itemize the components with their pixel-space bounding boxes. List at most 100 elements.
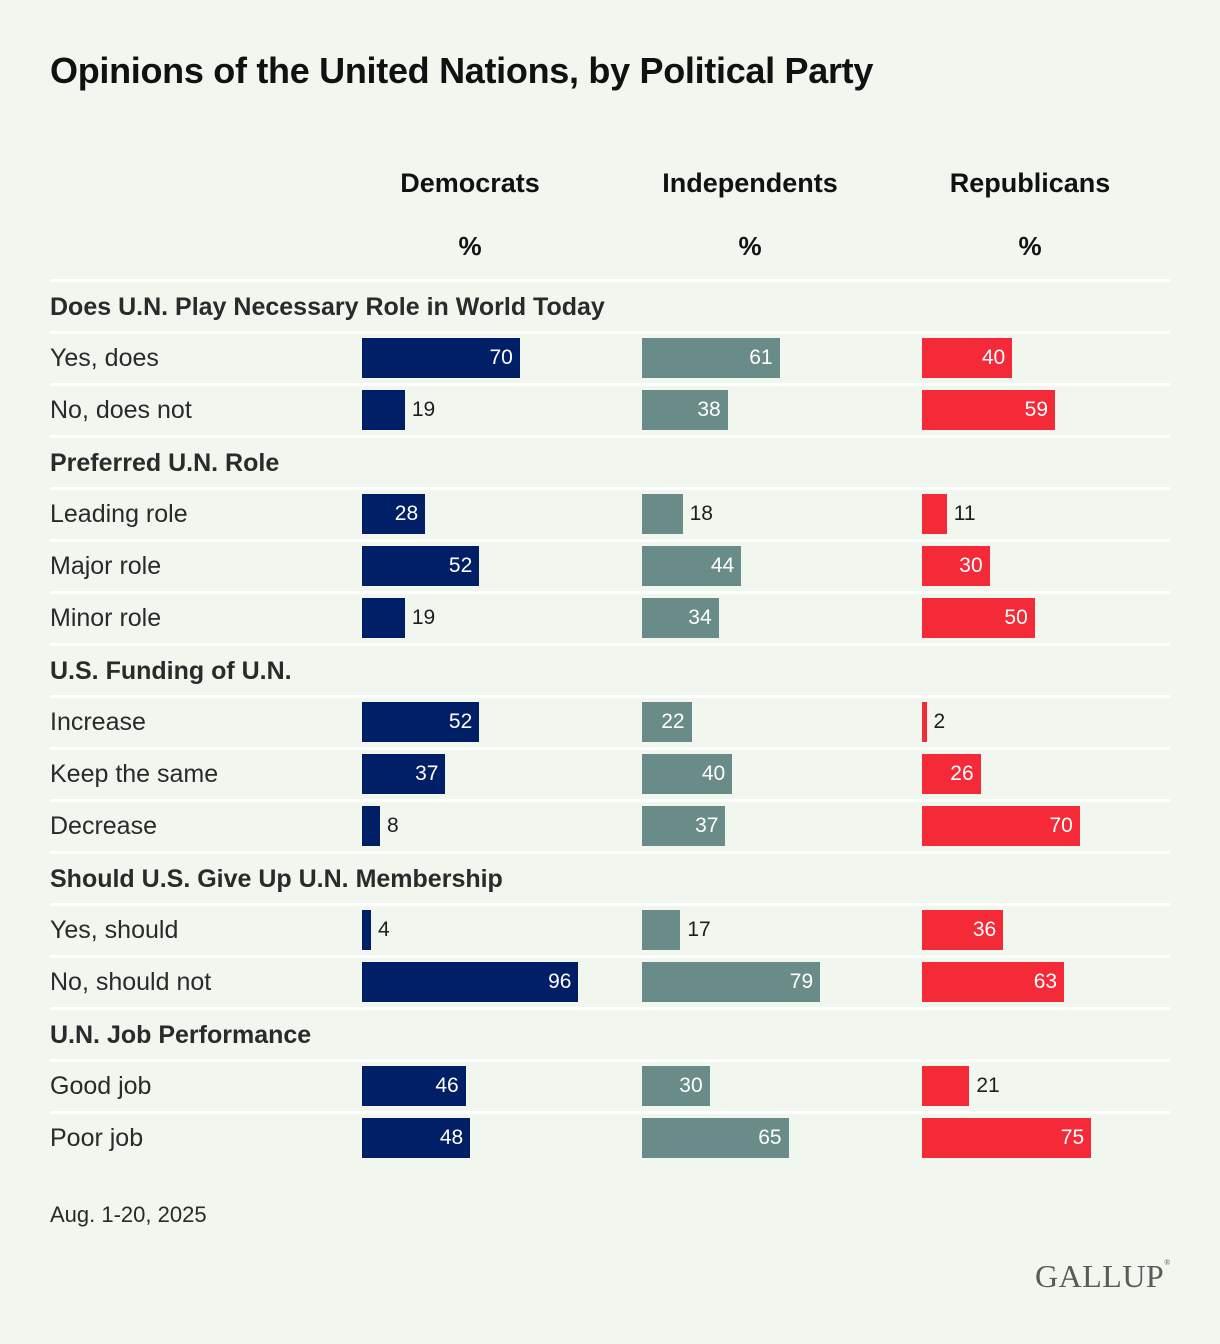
- bar-independents: [642, 1118, 789, 1158]
- section-title: U.S. Funding of U.N.: [50, 657, 292, 685]
- data-label: 26: [950, 762, 974, 785]
- row-label: Minor role: [50, 604, 162, 632]
- data-label: 2: [933, 710, 946, 733]
- row-label: Yes, does: [50, 344, 159, 372]
- bar-republicans: [922, 962, 1065, 1002]
- bar-republicans: [922, 910, 1004, 950]
- data-label: 28: [394, 502, 419, 525]
- data-label: 63: [1033, 970, 1058, 993]
- data-label: 4: [378, 918, 390, 941]
- table-row: Keep the same 37 40 26: [50, 747, 1170, 799]
- row-label: Increase: [50, 708, 146, 736]
- unit-label-republicans: %: [1018, 231, 1042, 261]
- row-label: Good job: [50, 1072, 152, 1100]
- section-header-row: Does U.N. Play Necessary Role in World T…: [50, 279, 1170, 331]
- gallup-logo-text: GALLUP: [1035, 1258, 1165, 1294]
- data-label: 30: [959, 554, 983, 577]
- row-label: No, does not: [50, 396, 192, 424]
- data-label: 22: [661, 710, 685, 733]
- data-label: 52: [448, 710, 473, 733]
- bar-democrats: [362, 338, 520, 378]
- column-header-independents: Independents: [662, 168, 838, 198]
- data-label: 38: [697, 398, 721, 421]
- row-label: Keep the same: [50, 760, 219, 788]
- section-header-row: U.N. Job Performance: [50, 1007, 1170, 1059]
- data-label: 70: [1049, 814, 1073, 837]
- bar-republicans: [922, 754, 981, 794]
- section-title: Should U.S. Give Up U.N. Membership: [50, 865, 503, 893]
- section-header-row: U.S. Funding of U.N.: [50, 643, 1170, 695]
- table-row: Minor role 19 34 50: [50, 591, 1170, 643]
- data-label: 11: [953, 502, 976, 525]
- chart-title: Opinions of the United Nations, by Polit…: [50, 50, 874, 91]
- table-row: Decrease 8 37 70: [50, 799, 1170, 851]
- bar-democrats: [362, 546, 480, 586]
- bar-democrats: [362, 806, 381, 846]
- section-header-row: Preferred U.N. Role: [50, 435, 1170, 487]
- data-label: 65: [758, 1126, 782, 1149]
- bar-democrats: [362, 390, 405, 430]
- row-label: Leading role: [50, 500, 188, 528]
- table-row: No, should not 96 79 63: [50, 955, 1170, 1007]
- row-label: No, should not: [50, 968, 212, 996]
- bar-republicans: [922, 1118, 1092, 1158]
- bar-republicans: [922, 390, 1056, 430]
- bar-democrats: [362, 1118, 471, 1158]
- bar-independents: [642, 754, 733, 794]
- data-label: 19: [411, 606, 436, 629]
- data-label: 79: [789, 970, 814, 993]
- bar-republicans: [922, 598, 1035, 638]
- section-title: Preferred U.N. Role: [50, 449, 280, 477]
- data-label: 8: [387, 814, 399, 837]
- bar-democrats: [362, 702, 480, 742]
- table-row: Major role 52 44 30: [50, 539, 1170, 591]
- bar-republicans: [922, 546, 990, 586]
- bar-democrats: [362, 494, 426, 534]
- column-header-republicans: Republicans: [949, 168, 1111, 198]
- table-row: Yes, should 4 17 36: [50, 903, 1170, 955]
- data-label: 61: [749, 346, 773, 369]
- bar-independents: [642, 962, 821, 1002]
- row-label: Major role: [50, 552, 162, 580]
- data-label: 37: [695, 814, 719, 837]
- bar-democrats: [362, 754, 446, 794]
- section-header-row: Should U.S. Give Up U.N. Membership: [50, 851, 1170, 903]
- data-label: 37: [415, 762, 439, 785]
- data-label: 48: [439, 1126, 464, 1149]
- bar-democrats: [362, 910, 372, 950]
- column-header-democrats: Democrats: [400, 168, 540, 198]
- data-label: 52: [448, 554, 473, 577]
- table-row: Leading role 28 18 11: [50, 487, 1170, 539]
- bar-democrats: [362, 598, 405, 638]
- bar-independents: [642, 546, 742, 586]
- bar-independents: [642, 338, 780, 378]
- table-row: Yes, does 70 61 40: [50, 331, 1170, 383]
- survey-date: Aug. 1-20, 2025: [50, 1202, 207, 1227]
- data-label: 30: [679, 1074, 703, 1097]
- bar-independents: [642, 702, 692, 742]
- data-label: 17: [687, 918, 711, 941]
- bar-independents: [642, 494, 683, 534]
- bar-independents: [642, 806, 726, 846]
- unit-label-independents: %: [738, 231, 762, 261]
- row-label: Yes, should: [50, 916, 179, 944]
- data-label: 40: [701, 762, 726, 785]
- unit-label-democrats: %: [458, 231, 482, 261]
- bar-democrats: [362, 1066, 466, 1106]
- bar-republicans: [922, 338, 1013, 378]
- data-label: 46: [435, 1074, 459, 1097]
- table-row: Poor job 48 65 75: [50, 1111, 1170, 1163]
- data-label: 59: [1024, 398, 1049, 421]
- chart-rows: Does U.N. Play Necessary Role in World T…: [50, 279, 1170, 1163]
- table-row: Good job 46 30 21: [50, 1059, 1170, 1111]
- bar-republicans: [922, 806, 1080, 846]
- bar-independents: [642, 1066, 710, 1106]
- data-label: 70: [489, 346, 513, 369]
- section-title: Does U.N. Play Necessary Role in World T…: [50, 293, 605, 321]
- data-label: 40: [981, 346, 1006, 369]
- data-label: 96: [548, 970, 572, 993]
- table-row: No, does not 19 38 59: [50, 383, 1170, 435]
- bar-independents: [642, 390, 728, 430]
- data-label: 19: [411, 398, 436, 421]
- table-row: Increase 52 22 2: [50, 695, 1170, 747]
